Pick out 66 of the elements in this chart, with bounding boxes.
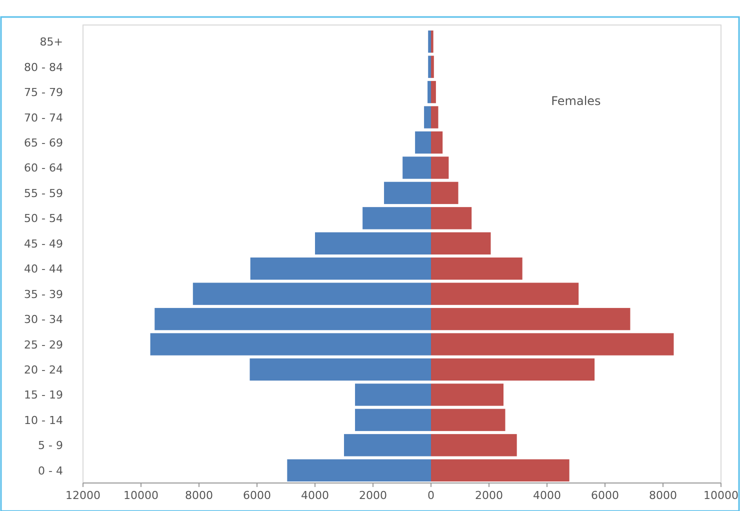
- bar: [431, 308, 630, 330]
- y-tick-label: 75 - 79: [24, 86, 63, 100]
- bar: [355, 384, 431, 406]
- x-tick-label: 2000: [475, 489, 503, 502]
- x-tick-label: 2000: [359, 489, 387, 502]
- x-tick-label: 10000: [704, 489, 738, 502]
- x-tick-label: 6000: [243, 489, 271, 502]
- x-tick-label: 10000: [124, 489, 158, 502]
- bar: [402, 156, 431, 179]
- y-tick-label: 80 - 84: [24, 60, 63, 74]
- bar: [355, 408, 431, 432]
- bar: [431, 282, 579, 305]
- bar: [250, 358, 431, 381]
- x-tick-label: 8000: [649, 489, 677, 502]
- bar: [431, 156, 449, 179]
- y-tick-label: 0 - 4: [38, 464, 63, 478]
- bar: [431, 56, 434, 78]
- x-tick-label: 12000: [66, 489, 100, 502]
- bar: [431, 459, 570, 482]
- y-tick-label: 85+: [40, 36, 63, 49]
- bar: [431, 408, 506, 432]
- bar: [250, 258, 431, 280]
- y-tick-label: 45 - 49: [24, 237, 63, 250]
- y-tick-label: 50 - 54: [24, 212, 63, 226]
- y-tick-label: 70 - 74: [24, 111, 63, 124]
- bar: [431, 333, 674, 356]
- y-tick-label: 25 - 29: [24, 338, 63, 352]
- x-tick-label: 6000: [591, 489, 619, 502]
- bar: [431, 182, 458, 204]
- bar: [192, 282, 431, 305]
- bar: [362, 207, 431, 230]
- x-tick-label: 0: [428, 489, 434, 502]
- text: Females: [551, 94, 601, 108]
- bar: [150, 333, 431, 356]
- bar: [431, 80, 436, 104]
- y-tick-label: 40 - 44: [24, 262, 63, 276]
- bar: [424, 106, 431, 128]
- bar: [431, 434, 517, 456]
- bar: [287, 459, 431, 482]
- bar: [384, 182, 431, 204]
- bar: [431, 106, 438, 128]
- bar: [428, 30, 431, 53]
- bar: [428, 56, 431, 78]
- bar: [415, 131, 431, 154]
- bar: [344, 434, 431, 456]
- y-tick-label: 65 - 69: [24, 136, 63, 150]
- bar: [431, 131, 443, 154]
- bar: [431, 207, 472, 230]
- bar: [431, 232, 491, 254]
- y-tick-label: 20 - 24: [24, 364, 63, 376]
- bar: [431, 258, 522, 280]
- x-tick-label: 4000: [533, 489, 561, 502]
- y-tick-label: 60 - 64: [24, 162, 63, 175]
- x-tick-label: 4000: [301, 489, 329, 502]
- bar: [154, 308, 431, 330]
- y-tick-label: 30 - 34: [24, 313, 63, 326]
- x-tick-label: 8000: [185, 489, 213, 502]
- y-tick-label: 55 - 59: [24, 186, 63, 200]
- y-tick-label: 35 - 39: [24, 288, 63, 301]
- y-tick-label: 10 - 14: [24, 414, 63, 427]
- bar: [315, 232, 431, 254]
- bar: [431, 384, 504, 406]
- bar: [431, 358, 595, 381]
- y-tick-label: 5 - 9: [38, 439, 63, 452]
- y-tick-label: 15 - 19: [24, 388, 63, 402]
- bar: [428, 80, 431, 104]
